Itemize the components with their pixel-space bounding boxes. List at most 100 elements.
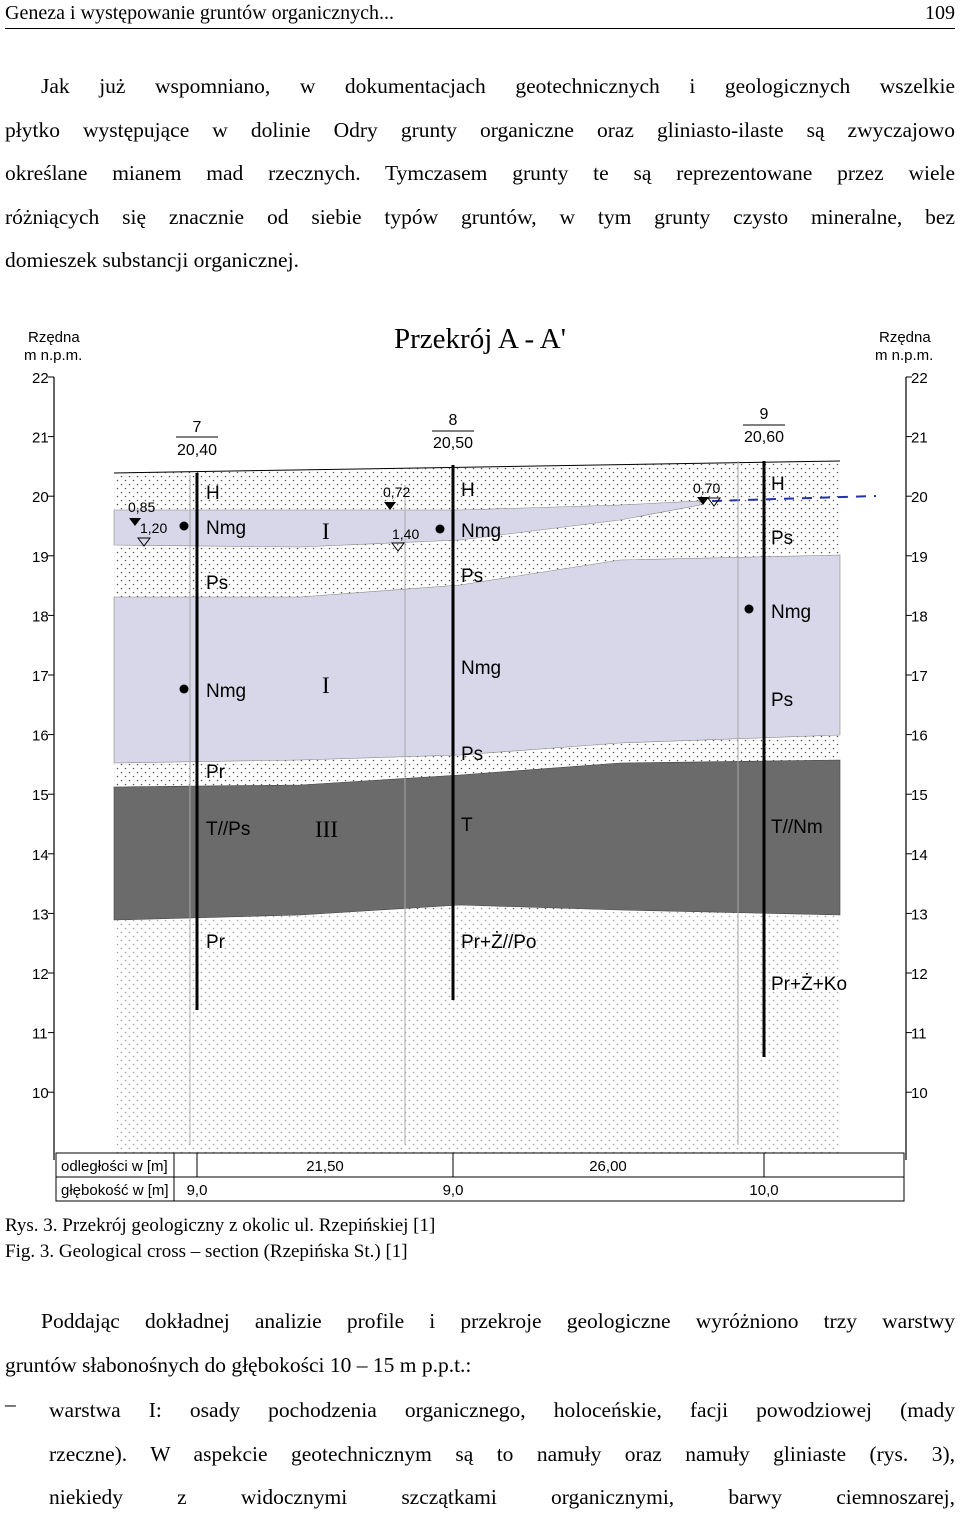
axis-tick-label-right: 17: [911, 668, 928, 685]
axis-tick-label-right: 10: [911, 1085, 928, 1102]
axis-tick-label-right: 20: [911, 489, 928, 506]
layer-label: I: [322, 673, 330, 698]
caption-en: Fig. 3. Geological cross – section (Rzep…: [5, 1241, 408, 1262]
axis-tick-label-left: 12: [32, 966, 49, 983]
water-table-line: [711, 495, 877, 502]
layer-code: Ps: [461, 566, 483, 587]
borehole-8: 8 20,50 0,72 1,40 H Nmg Ps Nmg Ps T Pr+Ż…: [383, 412, 537, 1145]
axis-tick-label-left: 18: [32, 608, 49, 625]
layer-code: Ps: [771, 528, 793, 549]
depth-value: 9,0: [443, 1182, 464, 1199]
borehole-number: 7: [193, 419, 202, 436]
sample-dot-icon: [744, 604, 754, 614]
water-marker-icon: [384, 502, 396, 510]
intro-paragraph: Jak już wspomniano, w dokumentacjach geo…: [5, 65, 955, 283]
layer-code: Nmg: [771, 602, 811, 623]
water-level: 0,72: [383, 484, 410, 500]
layer-code: Nmg: [461, 658, 501, 679]
axis-tick-label-left: 11: [32, 1026, 48, 1043]
axis-tick-label-right: 11: [911, 1026, 927, 1043]
water-level: 0,70: [693, 480, 720, 496]
organic-layer-top: [113, 500, 701, 548]
layer-code: Nmg: [461, 521, 501, 542]
page-number: 109: [925, 2, 955, 24]
borehole-elevation: 20,60: [744, 429, 784, 446]
analysis-line: gruntów słabonośnych do głębokości 10 – …: [5, 1352, 472, 1377]
layer-code: Pr: [206, 762, 226, 783]
distance-value: 21,50: [306, 1158, 344, 1175]
right-axis-label: Rzędna: [879, 329, 931, 346]
axis-tick-label-right: 22: [911, 370, 928, 387]
organic-layer-middle: [113, 554, 841, 764]
caption-pl: Rys. 3. Przekrój geologiczny z okolic ul…: [5, 1215, 436, 1236]
water-marker-icon: [129, 518, 141, 526]
ground-layers: [113, 460, 877, 1155]
intro-line: różniących się znacznie od siebie typów …: [5, 204, 955, 229]
axis-tick-label-left: 19: [32, 549, 49, 566]
list-line: niekiedy z widocznymi szczątkami organic…: [49, 1485, 955, 1509]
axis-tick-label-left: 16: [32, 728, 49, 745]
intro-line: płytko występujące w dolinie Odry grunty…: [5, 117, 955, 142]
axis-tick-label-left: 20: [32, 489, 49, 506]
layer-label: I: [322, 519, 330, 544]
axis-tick-label-right: 18: [911, 608, 928, 625]
axis-tick-label-left: 15: [32, 787, 49, 804]
analysis-paragraph: Poddając dokładnej analizie profile i pr…: [5, 1300, 955, 1387]
layer-code: Nmg: [206, 518, 246, 539]
figure-title: Przekrój A - A': [394, 323, 566, 355]
axis-tick-label-right: 15: [911, 787, 928, 804]
water-level: 1,40: [392, 526, 419, 542]
intro-line: Jak już wspomniano, w dokumentacjach geo…: [41, 74, 955, 98]
analysis-line: Poddając dokładnej analizie profile i pr…: [41, 1309, 955, 1333]
axis-tick-label-left: 21: [32, 430, 49, 447]
axis-tick-label-right: 12: [911, 966, 928, 983]
layer-label: III: [315, 817, 338, 842]
water-marker-icon: [697, 497, 709, 505]
list-line: warstwa I: osady pochodzenia organiczneg…: [49, 1398, 955, 1422]
axis-tick-label-left: 17: [32, 668, 49, 685]
axis-tick-label-right: 13: [911, 906, 928, 923]
water-marker-icon: [137, 537, 151, 547]
list-line: rzeczne). W aspekcie geotechnicznym są t…: [49, 1441, 955, 1466]
borehole-elevation: 20,40: [177, 442, 217, 459]
layer-code: Ps: [771, 690, 793, 711]
peat-layer: [113, 759, 841, 921]
layer-code: Pr: [206, 932, 226, 953]
layer-code: H: [461, 480, 475, 501]
depth-value: 10,0: [749, 1182, 778, 1199]
clay-layer-texture: [114, 908, 840, 1155]
water-level: 1,20: [140, 520, 167, 536]
axis-tick-label-right: 16: [911, 728, 928, 745]
depth-value: 9,0: [187, 1182, 208, 1199]
layer-code: Ps: [461, 744, 483, 765]
layer-code: T: [461, 815, 473, 836]
left-axis-label: Rzędna: [28, 329, 80, 346]
depth-label: głębokość w [m]: [61, 1182, 169, 1199]
sample-dot-icon: [435, 524, 445, 534]
layer-code: Nmg: [206, 681, 246, 702]
axis-tick-label-left: 10: [32, 1085, 49, 1102]
borehole-9: 9 20,60 0,70 H Ps Nmg Ps T//Nm Pr+Ż+Ko: [693, 406, 847, 1145]
layer-code: Ps: [206, 573, 228, 594]
layer-code: Pr+Ż+Ko: [771, 974, 847, 995]
axis-tick-label-left: 14: [32, 847, 49, 864]
axis-tick-label-right: 19: [911, 549, 928, 566]
distance-value: 26,00: [589, 1158, 627, 1175]
layer-code: H: [206, 483, 220, 504]
sample-dot-icon: [179, 684, 189, 694]
water-marker-icon: [707, 497, 721, 507]
left-axis-unit: m n.p.m.: [24, 347, 82, 364]
axis-tick-label-right: 14: [911, 847, 928, 864]
layer-code: Pr+Ż//Po: [461, 932, 537, 953]
right-axis-unit: m n.p.m.: [875, 347, 933, 364]
axis-ticks: 22 22 21 21 20 20 19 19 18 18 17 17 16 16 15 15 14 14 13 13…: [32, 370, 928, 1102]
intro-line: domieszek substancji organicznej.: [5, 248, 299, 272]
layer-code: H: [771, 474, 785, 495]
cross-section-figure: Przekrój A - A' Rzędna m n.p.m. Rzędna m…: [24, 323, 933, 1202]
borehole-number: 8: [449, 412, 458, 429]
layer-code: T//Nm: [771, 817, 823, 838]
page-header: Geneza i występowanie gruntów organiczny…: [5, 0, 955, 29]
axis-tick-label-right: 21: [911, 430, 928, 447]
layer-code: T//Ps: [206, 819, 250, 840]
ground-surface: [113, 460, 841, 474]
